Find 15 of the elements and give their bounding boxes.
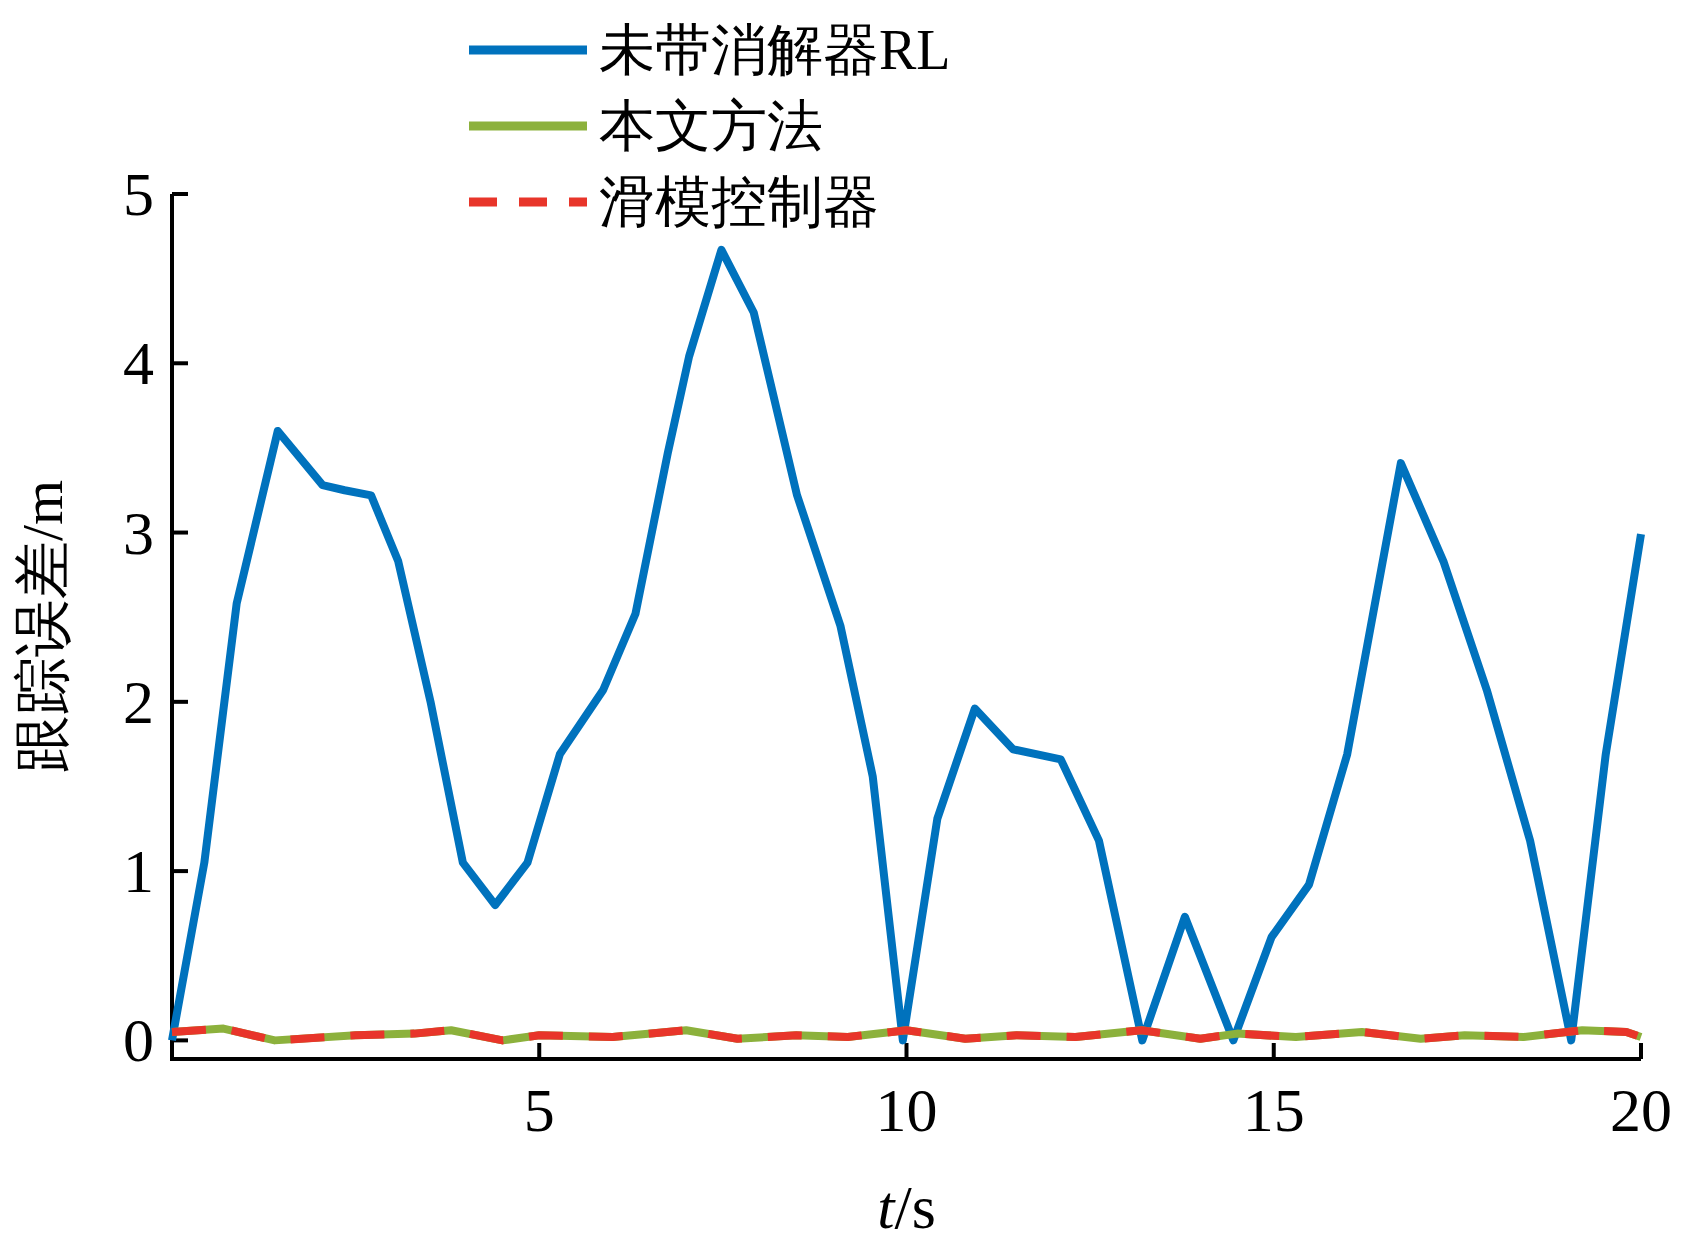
y-tick-label: 1 [123, 837, 154, 906]
y-tick-label: 2 [123, 667, 154, 736]
y-tick-label: 0 [123, 1006, 154, 1075]
y-tick-label: 5 [123, 160, 154, 228]
y-tick-label: 3 [123, 498, 154, 567]
y-tick-label: 4 [123, 329, 154, 398]
x-axis-title: t/s [877, 1173, 936, 1241]
x-tick-label: 5 [523, 1076, 555, 1144]
legend-label: 未带消解器RL [599, 19, 951, 81]
y-axis-title: 跟踪误差/m [10, 479, 75, 774]
x-tick-label: 20 [1610, 1076, 1672, 1144]
x-tick-label: 10 [875, 1076, 938, 1144]
x-tick-label: 15 [1242, 1076, 1305, 1144]
legend-label: 滑模控制器 [599, 171, 879, 233]
legend-label: 本文方法 [599, 95, 823, 157]
